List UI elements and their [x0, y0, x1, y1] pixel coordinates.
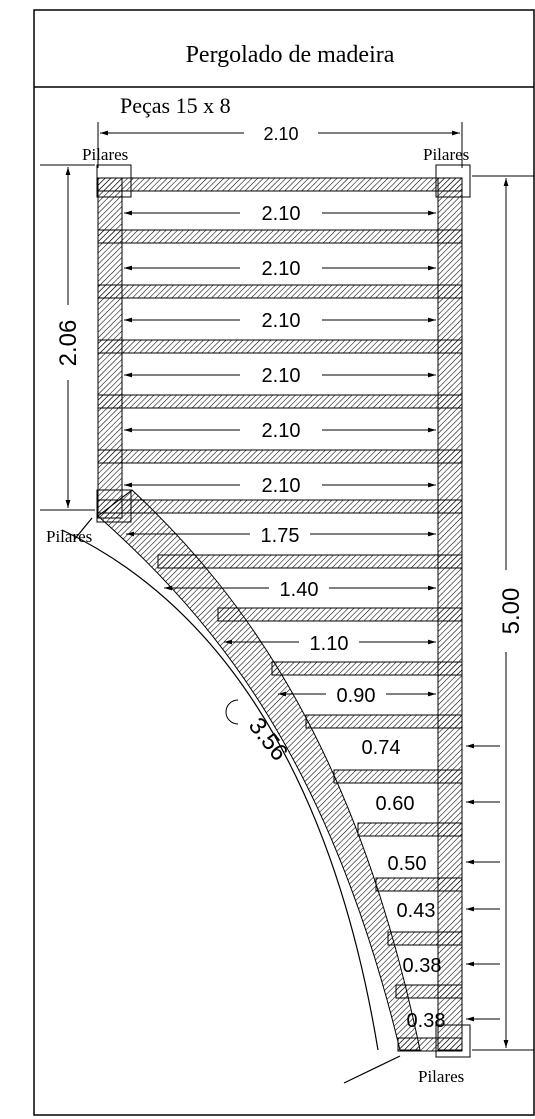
step-width-label: 0.38	[407, 1010, 446, 1032]
pieces-label: Peças 15 x 8	[120, 93, 231, 118]
stepped-beam	[217, 607, 463, 622]
crossbeam	[97, 499, 463, 514]
stepped-beam	[271, 661, 463, 676]
step-width-label: 1.40	[280, 579, 319, 601]
crossbeam	[97, 177, 463, 192]
arc-dimension-marker	[225, 699, 239, 725]
left-height-label: 2.06	[55, 320, 82, 367]
stepped-beam-group	[157, 554, 463, 1052]
pillar-label-bottom-right: Pilares	[418, 1067, 464, 1086]
stepped-beam	[305, 714, 463, 729]
step-width-label: 1.10	[310, 633, 349, 655]
stepped-beam	[157, 554, 463, 569]
stepped-beam	[397, 1037, 463, 1052]
stepped-beam	[357, 822, 463, 837]
stepped-beam	[333, 769, 463, 784]
crossbeam	[97, 339, 463, 354]
crossbeam	[97, 449, 463, 464]
step-width-label: 0.60	[376, 793, 415, 815]
arc-dimension-tick-bottom	[343, 1055, 401, 1084]
total-height-label: 5.00	[498, 588, 525, 635]
beam-width-label: 2.10	[262, 365, 301, 387]
step-width-label: 0.74	[362, 737, 401, 759]
stepped-beam	[395, 984, 463, 999]
crossbeam	[97, 284, 463, 299]
pillar-square-top-right	[435, 164, 471, 198]
top-width-label: 2.10	[263, 124, 298, 144]
step-width-label: 0.43	[397, 900, 436, 922]
step-width-label: 1.75	[261, 525, 300, 547]
beam-width-label: 2.10	[262, 203, 301, 225]
pillar-square-bottom-right	[435, 1024, 471, 1058]
pillar-square-mid-left	[96, 489, 132, 523]
step-width-label: 0.50	[388, 853, 427, 875]
beam-width-label: 2.10	[262, 420, 301, 442]
beam-width-label: 2.10	[262, 310, 301, 332]
crossbeam	[97, 394, 463, 409]
crossbeam-group	[97, 177, 463, 514]
stepped-beam	[375, 877, 463, 892]
arc-dimension-line	[61, 529, 379, 1051]
pillar-label-top-left: Pilares	[82, 145, 128, 164]
drawing-frame	[33, 9, 535, 1116]
stepped-beam	[387, 931, 463, 946]
pillar-square-top-left	[96, 164, 132, 198]
step-width-label: 0.90	[337, 685, 376, 707]
dimension-label-group: 2.10 2.10 2.10 2.10 2.10 2.10 1.75 1.40 1.10 0.90…	[124, 203, 500, 1032]
drawing-title: Pergolado de madeira	[186, 42, 395, 68]
crossbeam	[97, 229, 463, 244]
step-width-label: 0.38	[403, 955, 442, 977]
pillar-label-mid-left: Pilares	[46, 527, 92, 546]
beam-width-label: 2.10	[262, 475, 301, 497]
pillar-label-top-right: Pilares	[423, 145, 469, 164]
arc-dimension-tick-top	[73, 517, 93, 541]
beam-width-label: 2.10	[262, 258, 301, 280]
